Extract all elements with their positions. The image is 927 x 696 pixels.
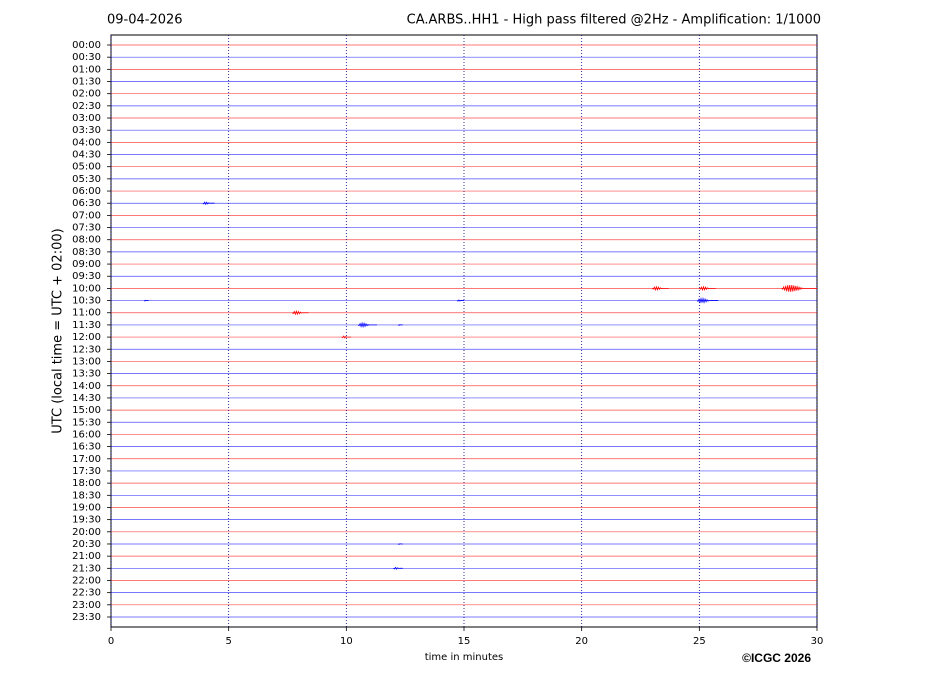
seismic-event — [357, 321, 377, 329]
y-tick-label: 16:30 — [72, 442, 101, 453]
y-tick-label: 07:30 — [72, 223, 101, 234]
y-tick-label: 12:30 — [72, 344, 101, 355]
y-tick-label: 23:00 — [72, 600, 101, 611]
credit: ©ICGC 2026 — [742, 651, 811, 665]
y-tick-label: 08:30 — [72, 247, 101, 258]
y-tick-label: 11:30 — [72, 320, 101, 331]
y-tick-label: 16:00 — [72, 429, 101, 440]
y-tick-label: 13:30 — [72, 369, 101, 380]
x-tick-label: 25 — [693, 636, 706, 647]
seismic-event — [397, 324, 403, 326]
seismic-event — [202, 201, 215, 206]
y-tick-label: 17:30 — [72, 466, 101, 477]
seismic-event — [143, 299, 149, 302]
y-tick-label: 04:30 — [72, 150, 101, 161]
y-tick-label: 10:00 — [72, 283, 101, 294]
y-tick-label: 17:00 — [72, 454, 101, 465]
y-tick-label: 03:30 — [72, 125, 101, 136]
seismic-event — [652, 285, 669, 292]
y-tick-label: 19:00 — [72, 502, 101, 513]
y-tick-label: 20:30 — [72, 539, 101, 550]
seismic-event — [456, 299, 464, 302]
y-tick-label: 19:30 — [72, 515, 101, 526]
y-tick-label: 08:00 — [72, 235, 101, 246]
seismic-event — [781, 284, 817, 292]
x-tick-label: 10 — [340, 636, 353, 647]
y-tick-label: 06:30 — [72, 198, 101, 209]
y-tick-label: 15:30 — [72, 417, 101, 428]
y-tick-label: 07:00 — [72, 210, 101, 221]
x-tick-label: 20 — [575, 636, 588, 647]
seismic-event — [696, 297, 719, 304]
y-tick-label: 22:30 — [72, 588, 101, 599]
y-tick-label: 21:00 — [72, 551, 101, 562]
date: 09-04-2026 — [107, 13, 183, 28]
y-tick-label: 23:30 — [72, 612, 101, 623]
y-tick-label: 00:30 — [72, 52, 101, 63]
y-tick-label: 10:30 — [72, 296, 101, 307]
y-tick-label: 06:00 — [72, 186, 101, 197]
y-tick-label: 05:30 — [72, 174, 101, 185]
y-tick-label: 05:00 — [72, 162, 101, 173]
y-tick-label: 03:00 — [72, 113, 101, 124]
y-tick-label: 02:30 — [72, 101, 101, 112]
y-tick-label: 01:00 — [72, 64, 101, 75]
y-tick-label: 09:30 — [72, 271, 101, 282]
y-axis-label: UTC (local time = UTC + 02:00) — [51, 228, 66, 433]
y-tick-label: 22:00 — [72, 575, 101, 586]
y-tick-label: 14:00 — [72, 381, 101, 392]
plot-frame — [110, 34, 818, 628]
seismic-event — [341, 335, 352, 339]
y-tick-label: 15:00 — [72, 405, 101, 416]
y-tick-label: 21:30 — [72, 563, 101, 574]
x-tick-label: 5 — [225, 636, 231, 647]
seismic-event — [393, 566, 403, 570]
seismic-event — [699, 285, 716, 292]
seismic-event — [291, 309, 309, 316]
y-tick-label: 13:00 — [72, 356, 101, 367]
y-tick-label: 18:30 — [72, 490, 101, 501]
y-tick-label: 04:00 — [72, 137, 101, 148]
y-tick-label: 00:00 — [72, 40, 101, 51]
seismic-event — [397, 543, 403, 545]
y-tick-label: 20:00 — [72, 527, 101, 538]
x-axis-label: time in minutes — [425, 652, 504, 663]
y-tick-label: 09:00 — [72, 259, 101, 270]
x-tick-label: 30 — [811, 636, 824, 647]
y-tick-label: 14:30 — [72, 393, 101, 404]
y-tick-label: 02:00 — [72, 89, 101, 100]
y-tick-label: 11:00 — [72, 308, 101, 319]
x-tick-label: 15 — [458, 636, 471, 647]
x-tick-label: 0 — [108, 636, 114, 647]
y-tick-label: 12:00 — [72, 332, 101, 343]
chart-title: CA.ARBS..HH1 - High pass filtered @2Hz -… — [407, 13, 821, 28]
y-tick-label: 01:30 — [72, 77, 101, 88]
y-tick-label: 18:00 — [72, 478, 101, 489]
